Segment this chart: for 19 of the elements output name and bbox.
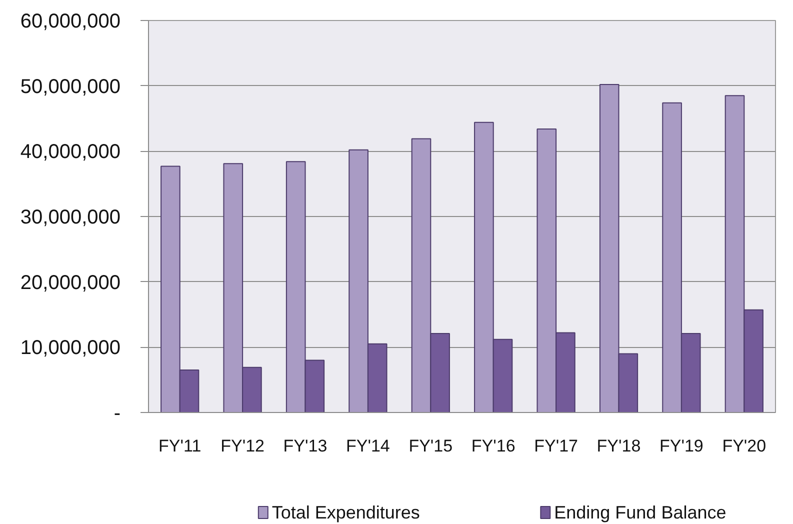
x-tick-label: FY'20 [722,436,766,456]
x-tick-label: FY'19 [660,436,704,456]
x-tick-label: FY'15 [408,436,453,456]
x-tick-label: FY'12 [220,436,264,456]
x-tick-label: FY'16 [471,436,516,456]
y-tick-label: 40,000,000 [20,141,121,164]
y-tick-label: 60,000,000 [20,10,121,32]
legend-label: Total Expenditures [272,502,420,522]
y-tick-label: 50,000,000 [20,76,121,98]
y-tick-label: - [114,402,121,424]
y-tick-label: 30,000,000 [20,206,121,228]
x-tick-label: FY'18 [596,436,641,456]
x-tick-label: FY'14 [346,436,390,456]
y-tick-label: 20,000,000 [20,272,121,294]
legend-label: Ending Fund Balance [554,502,726,522]
x-tick-label: FY'13 [283,436,328,456]
y-tick-label: 10,000,000 [20,337,121,360]
x-tick-label: FY'17 [534,436,578,456]
x-tick-label: FY'11 [158,436,202,456]
